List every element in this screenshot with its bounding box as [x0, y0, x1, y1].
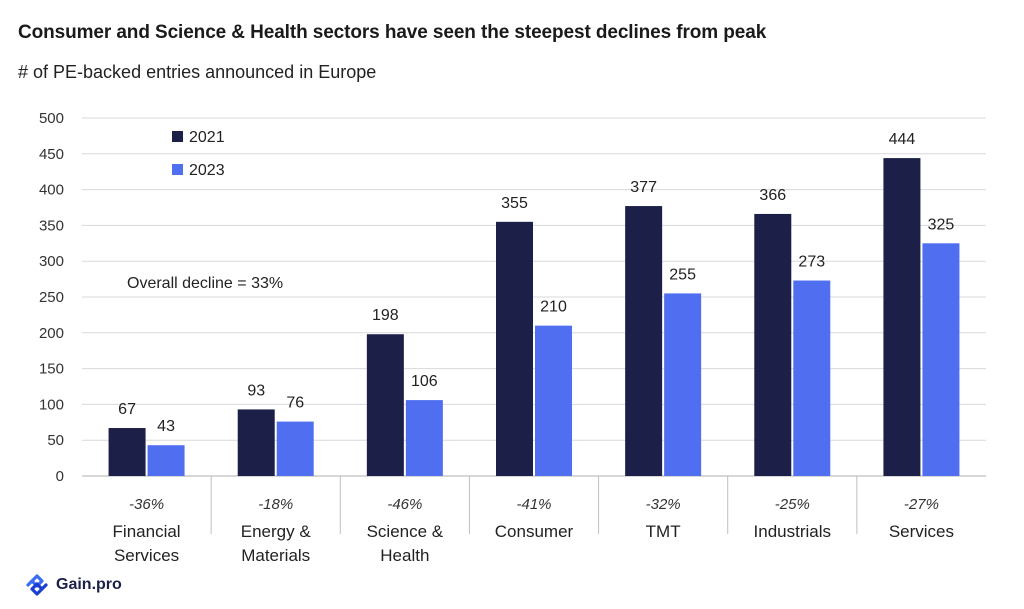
y-tick-label: 250	[39, 289, 64, 306]
y-tick-label: 350	[39, 217, 64, 234]
overall-decline-annotation: Overall decline = 33%	[127, 275, 283, 292]
bar-2023-0	[147, 445, 185, 476]
data-label: 93	[247, 382, 265, 399]
x-tick-label: Financial	[113, 522, 181, 541]
x-tick-label: TMT	[646, 522, 681, 541]
y-tick-label: 400	[39, 182, 64, 199]
change-label: -46%	[387, 496, 422, 513]
data-label: 67	[118, 401, 136, 418]
bar-2023-1	[276, 421, 314, 476]
data-label: 106	[411, 373, 438, 390]
bar-2021-1	[237, 409, 275, 476]
x-tick-label: Services	[114, 546, 179, 565]
bar-2021-5	[754, 213, 792, 476]
change-label: -25%	[775, 496, 810, 513]
bar-2023-5	[793, 280, 831, 476]
legend-swatch-2021	[172, 131, 183, 142]
legend-swatch-2023	[172, 164, 183, 175]
bar-2021-4	[625, 206, 663, 476]
x-tick-label: Energy &	[241, 522, 312, 541]
change-label: -27%	[904, 496, 939, 513]
bar-2023-4	[664, 293, 702, 476]
x-tick-label: Industrials	[754, 522, 831, 541]
data-label: 198	[372, 307, 399, 324]
bar-2023-3	[535, 325, 572, 476]
x-tick-label: Consumer	[495, 522, 574, 541]
data-label: 444	[889, 131, 916, 148]
y-tick-label: 300	[39, 253, 64, 270]
x-tick-label: Services	[889, 522, 954, 541]
y-tick-label: 100	[39, 396, 64, 413]
bar-2021-6	[883, 158, 921, 476]
y-tick-label: 0	[56, 468, 64, 485]
y-tick-label: 150	[39, 361, 64, 378]
gain-pro-logo-icon	[26, 574, 48, 596]
data-label: 273	[798, 254, 825, 271]
chart-subtitle: # of PE-backed entries announced in Euro…	[18, 62, 377, 82]
y-tick-label: 50	[47, 432, 64, 449]
change-label: -32%	[646, 496, 681, 513]
bar-2021-3	[496, 221, 533, 476]
data-label: 325	[928, 216, 955, 233]
bar-2023-6	[922, 243, 960, 476]
x-tick-label: Materials	[241, 546, 310, 565]
y-tick-label: 200	[39, 325, 64, 342]
x-tick-label: Health	[380, 546, 429, 565]
data-label: 355	[501, 195, 528, 212]
legend-label-2023: 2023	[189, 162, 225, 179]
brand-logo: Gain.pro	[24, 572, 122, 598]
bar-2021-2	[366, 334, 404, 476]
bar-2021-0	[108, 428, 146, 476]
data-label: 255	[669, 266, 696, 283]
data-label: 366	[759, 187, 786, 204]
y-tick-label: 450	[39, 146, 64, 163]
brand-name: Gain.pro	[56, 576, 122, 593]
bar-2023-2	[405, 400, 443, 476]
change-label: -36%	[129, 496, 164, 513]
legend-label-2021: 2021	[189, 129, 225, 146]
x-tick-label: Science &	[367, 522, 444, 541]
data-label: 377	[630, 179, 657, 196]
data-label: 43	[157, 418, 175, 435]
change-label: -18%	[258, 496, 293, 513]
data-label: 210	[540, 299, 567, 316]
y-tick-label: 500	[39, 110, 64, 127]
change-label: -41%	[516, 496, 551, 513]
data-label: 76	[286, 395, 304, 412]
chart-title: Consumer and Science & Health sectors ha…	[18, 22, 767, 43]
